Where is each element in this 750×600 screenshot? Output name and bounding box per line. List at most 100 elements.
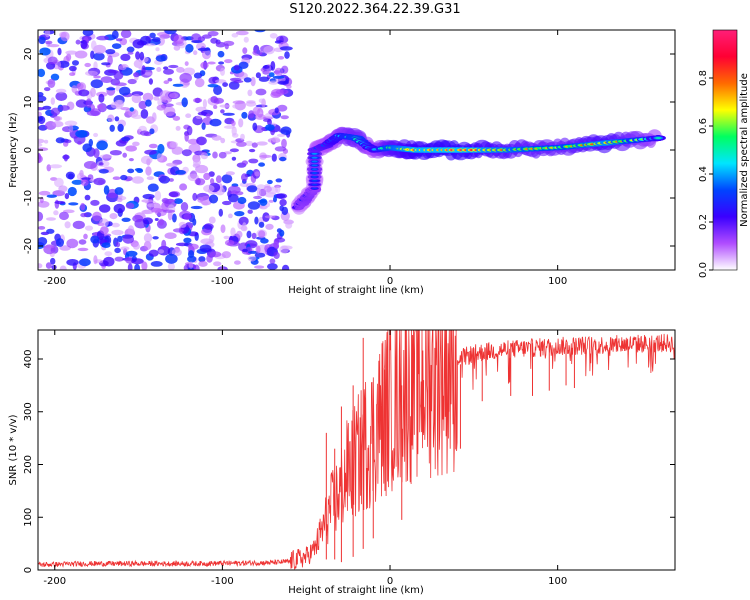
heatmap-noise-blob <box>284 51 290 59</box>
colorbar-tick-label: 0.8 <box>698 70 709 86</box>
heatmap-noise-blob <box>55 91 68 101</box>
heatmap-noise-blob <box>222 200 232 206</box>
heatmap-noise-blob <box>229 148 239 153</box>
heatmap-noise-blob <box>217 50 225 58</box>
snr-y-tick-label: 400 <box>23 349 34 368</box>
heatmap-noise-blob <box>50 257 56 265</box>
heatmap-noise-blob <box>90 79 104 89</box>
heatmap-noise-blob <box>92 211 102 222</box>
heatmap-noise-blob <box>212 151 218 159</box>
heatmap-noise-blob <box>114 187 124 195</box>
heatmap-noise-blob <box>215 175 222 184</box>
colorbar-label: Normalized spectral amplitude <box>739 73 750 227</box>
heatmap-noise-blob <box>231 133 239 138</box>
heatmap-noise-blob <box>43 245 55 249</box>
heatmap-noise-blob <box>260 238 269 244</box>
heatmap-noise-blob <box>93 177 106 186</box>
heatmap-noise-blob <box>131 176 144 184</box>
heatmap-noise-blob <box>211 135 222 141</box>
heatmap-noise-blob <box>268 72 275 78</box>
heatmap-noise-blob <box>53 116 63 121</box>
heatmap-noise-blob <box>93 255 98 265</box>
heatmap-noise-blob <box>207 30 219 37</box>
heatmap-noise-blob <box>187 173 199 182</box>
heatmap-noise-blob <box>114 247 121 254</box>
heatmap-noise-blob <box>143 209 151 214</box>
heatmap-noise-blob <box>56 238 64 247</box>
heatmap-noise-blob <box>112 176 121 180</box>
heatmap-noise-blob <box>152 236 159 240</box>
heatmap-noise-blob <box>275 89 289 95</box>
heatmap-signal-core <box>311 168 318 171</box>
heatmap-noise-blob <box>84 194 91 201</box>
heatmap-noise-blob <box>228 81 240 90</box>
heatmap-noise-blob <box>159 90 172 100</box>
heatmap-noise-blob <box>259 198 268 206</box>
heatmap-noise-blob <box>163 68 174 75</box>
heatmap-noise-blob <box>280 126 292 136</box>
heatmap-noise-blob <box>179 72 192 83</box>
heatmap-noise-blob <box>127 78 137 85</box>
heatmap-noise-blob <box>100 226 109 235</box>
heatmap-noise-blob <box>209 118 222 127</box>
heatmap-noise-blob <box>220 137 226 144</box>
heatmap-noise-blob <box>277 80 290 85</box>
heatmap-noise-blob <box>131 114 143 120</box>
snr-panel: -200 -100 0 100 0 100 200 300 400 Height of str… <box>8 329 676 596</box>
heatmap-noise-blob <box>186 125 193 136</box>
heatmap-noise-blob <box>206 254 213 263</box>
heatmap-noise-blob <box>78 239 87 245</box>
heatmap-noise-blob <box>193 97 203 103</box>
heatmap-noise-blob <box>77 247 89 252</box>
heatmap-noise-blob <box>149 128 155 135</box>
snr-series-layer <box>38 330 675 570</box>
heatmap-noise-blob <box>221 174 233 184</box>
heatmap-noise-blob <box>263 65 270 69</box>
heatmap-noise-blob <box>188 143 201 153</box>
heatmap-noise-blob <box>161 239 167 250</box>
heatmap-noise-blob <box>145 43 156 47</box>
heatmap-noise-blob <box>55 88 67 94</box>
heatmap-noise-blob <box>127 225 135 236</box>
heatmap-noise-blob <box>117 123 124 132</box>
heatmap-noise-blob <box>234 211 245 217</box>
heatmap-noise-blob <box>115 140 127 147</box>
heatmap-noise-blob <box>111 43 122 49</box>
heatmap-noise-blob <box>67 186 77 197</box>
heatmap-noise-blob <box>122 152 127 158</box>
heatmap-noise-blob <box>269 33 278 39</box>
heatmap-noise-blob <box>50 73 60 81</box>
heatmap-noise-blob <box>176 66 185 73</box>
heatmap-noise-blob <box>267 179 273 185</box>
heatmap-noise-blob <box>91 40 97 51</box>
heatmap-noise-blob <box>169 92 179 99</box>
heatmap-noise-blob <box>125 202 135 209</box>
heatmap-noise-blob <box>38 95 47 102</box>
heatmap-noise-blob <box>38 200 50 208</box>
heatmap-noise-blob <box>163 80 170 85</box>
heatmap-noise-blob <box>134 263 140 270</box>
heatmap-noise-blob <box>93 132 99 138</box>
heatmap-noise-blob <box>116 197 123 203</box>
snr-x-tick-label: 100 <box>548 576 567 587</box>
heatmap-noise-blob <box>265 124 275 131</box>
heatmap-noise-blob <box>113 203 126 214</box>
snr-x-tick-label: 0 <box>387 576 393 587</box>
heatmap-noise-blob <box>238 61 249 69</box>
heatmap-noise-blob <box>175 170 187 175</box>
heatmap-noise-blob <box>219 104 231 108</box>
heatmap-noise-blob <box>274 67 284 76</box>
heatmap-noise-blob <box>83 161 97 169</box>
heatmap-noise-blob <box>252 49 263 56</box>
snr-y-axis-label: SNR (10 * v/v) <box>8 414 19 485</box>
heatmap-noise-blob <box>122 234 134 244</box>
heatmap-noise-blob <box>138 100 147 110</box>
heatmap-noise-blob <box>96 35 109 41</box>
heatmap-noise-blob <box>109 213 118 220</box>
heatmap-noise-blob <box>172 115 181 121</box>
heatmap-noise-blob <box>207 61 216 65</box>
heatmap-noise-blob <box>256 187 261 198</box>
heatmap-noise-blob <box>72 60 79 66</box>
heatmap-noise-blob <box>44 87 51 92</box>
